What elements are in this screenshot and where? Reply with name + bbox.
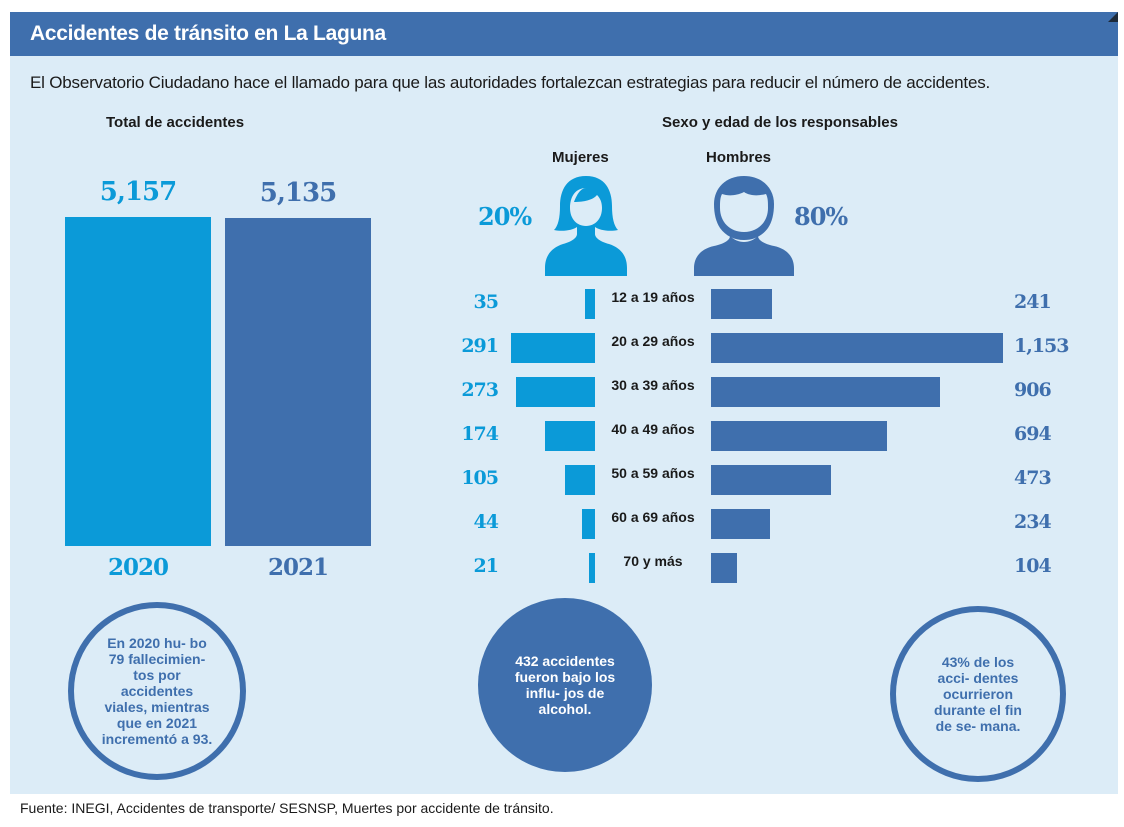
total-chart-title: Total de accidentes [106, 114, 245, 131]
source-note: Fuente: INEGI, Accidentes de transporte/… [20, 800, 554, 816]
women-bar [582, 509, 595, 539]
header-bar: Accidentes de tránsito en La Laguna [10, 12, 1118, 56]
men-bar [711, 421, 887, 451]
men-value-label: 234 [1014, 511, 1052, 533]
men-value-label: 1,153 [1014, 335, 1070, 357]
women-value-label: 35 [473, 291, 499, 313]
men-bar [711, 553, 738, 583]
women-label: Mujeres [552, 149, 609, 166]
women-bar [511, 333, 595, 363]
age-group-label: 70 y más [623, 553, 683, 569]
men-value-label: 104 [1014, 555, 1052, 577]
women-value-label: 105 [461, 467, 499, 489]
weekend-bubble: 43% de los acci- dentes ocurrieron duran… [890, 606, 1066, 782]
men-percent: 80% [794, 202, 848, 231]
women-value-label: 273 [461, 379, 499, 401]
woman-icon [545, 176, 627, 276]
page-title: Accidentes de tránsito en La Laguna [30, 22, 386, 45]
age-group-label: 40 a 49 años [611, 421, 695, 437]
fatalities-bubble-text: En 2020 hu- bo 79 fallecimien- tos por a… [101, 635, 213, 747]
corner-tab [1108, 12, 1118, 22]
year-label-2021: 2021 [267, 554, 329, 581]
total-value-label-2021: 5,135 [259, 178, 337, 209]
men-bar [711, 333, 1003, 363]
weekend-bubble-text: 43% de los acci- dentes ocurrieron duran… [934, 654, 1022, 734]
alcohol-bubble-text: 432 accidentes fueron bajo los influ- jo… [514, 653, 616, 717]
men-bar [711, 509, 771, 539]
men-value-label: 694 [1014, 423, 1052, 445]
men-bar [711, 289, 773, 319]
alcohol-bubble: 432 accidentes fueron bajo los influ- jo… [478, 598, 652, 772]
total-bar-2020 [65, 217, 211, 546]
subtitle-text: El Observatorio Ciudadano hace el llamad… [30, 73, 991, 92]
age-group-label: 60 a 69 años [611, 509, 695, 525]
men-value-label: 241 [1014, 291, 1052, 313]
men-value-label: 906 [1014, 379, 1052, 401]
total-value-label-2020: 5,157 [99, 177, 177, 207]
man-icon [694, 176, 794, 276]
women-bar [544, 421, 595, 451]
age-group-label: 30 a 39 años [611, 377, 695, 393]
women-value-label: 291 [461, 335, 499, 357]
men-bar [711, 377, 941, 407]
age-group-label: 50 a 59 años [611, 465, 695, 481]
men-bar [711, 465, 831, 495]
women-bar [516, 377, 595, 407]
age-group-label: 20 a 29 años [611, 333, 695, 349]
women-bar [564, 465, 595, 495]
women-bar [588, 553, 595, 583]
women-bar [584, 289, 595, 319]
men-value-label: 473 [1014, 467, 1052, 489]
gender-chart-title: Sexo y edad de los responsables [662, 114, 898, 131]
women-value-label: 21 [473, 555, 499, 577]
age-group-label: 12 a 19 años [611, 289, 695, 305]
year-label-2020: 2020 [107, 554, 169, 581]
total-bar-2021 [225, 218, 371, 546]
women-percent: 20% [478, 202, 532, 231]
fatalities-bubble: En 2020 hu- bo 79 fallecimien- tos por a… [68, 602, 246, 780]
women-value-label: 44 [473, 511, 499, 533]
men-label: Hombres [706, 149, 772, 166]
women-value-label: 174 [461, 423, 499, 445]
